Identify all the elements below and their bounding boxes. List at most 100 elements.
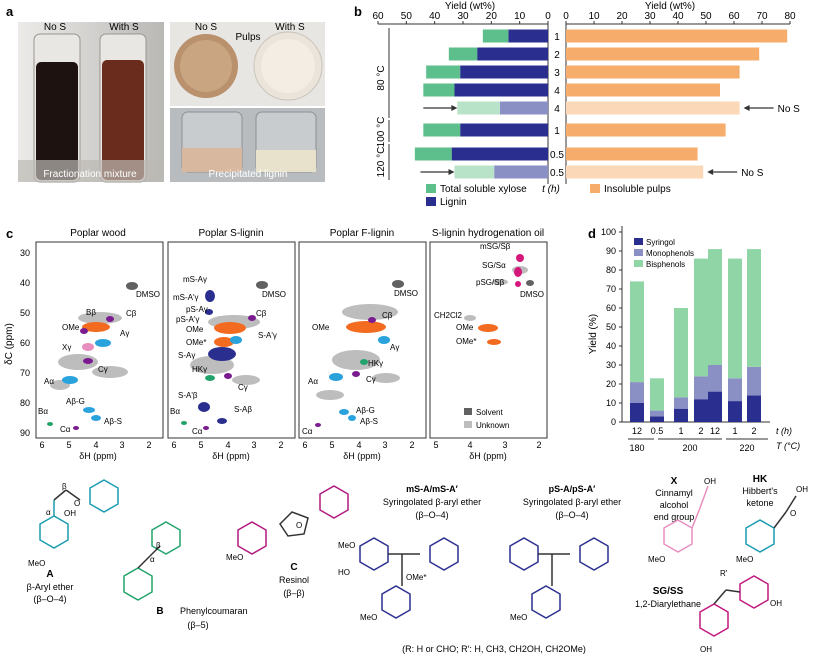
chart-d-bar-segment xyxy=(708,391,722,422)
chart-d-y-tick-label: 60 xyxy=(606,303,616,313)
xticks-s: 6 5 4 3 2 xyxy=(171,440,283,450)
f-lbl-hkg: HKγ xyxy=(368,359,383,368)
wood-lbl-aa: Aα xyxy=(44,377,54,386)
chart-d-bar-segment xyxy=(708,365,722,392)
wood-lbl-abs: Aβ-S xyxy=(104,417,122,426)
xtick-oil-3: 3 xyxy=(502,440,507,450)
struct-hk-letter: HK xyxy=(753,474,768,485)
nmr-frame-wood xyxy=(35,241,164,439)
ytick-50: 50 xyxy=(20,308,30,318)
chart-b-left-tick-label: 20 xyxy=(486,11,498,22)
svg-text:α: α xyxy=(150,555,155,564)
chart-b-pulp-bar xyxy=(566,165,704,179)
ytick-30: 30 xyxy=(20,248,30,258)
wood-lbl-xg: Xγ xyxy=(62,343,71,352)
pulps-title: Pulps xyxy=(235,32,260,43)
xtick-f-3: 3 xyxy=(382,440,387,450)
legend-xylose: Total soluble xylose xyxy=(440,184,527,195)
chart-b-nos-arrowhead-right xyxy=(743,105,750,111)
s-lbl-ome-star: OMe* xyxy=(186,338,206,347)
s-lbl-dmso: DMSO xyxy=(262,290,286,299)
struct-b-name: Phenylcoumaran xyxy=(180,606,248,616)
chart-b-time-label: 3 xyxy=(554,68,560,79)
chart-b-nos-label: No S xyxy=(778,104,801,115)
chart-d-x-tick-label: 1 xyxy=(732,426,737,436)
struct-x-letter: X xyxy=(671,476,678,487)
xtick-wood-6: 6 xyxy=(39,440,44,450)
chart-d-ylabel: Yield (%) xyxy=(588,314,599,354)
chart-b-left-axis-label: Yield (wt%) xyxy=(445,1,495,12)
struct-psa-link: (β–O–4) xyxy=(555,510,588,520)
wood-lbl-ag: Aγ xyxy=(120,329,129,338)
chart-b-lignin-bar xyxy=(451,147,548,161)
chart-d-bar-segment xyxy=(650,416,664,422)
chart-b-time-label: 4 xyxy=(554,86,560,97)
chart-b-right-tick-label: 60 xyxy=(728,11,740,22)
struct-a-letter: A xyxy=(46,569,53,580)
struct-b-letter: B xyxy=(156,606,163,617)
tube-label-with-s: With S xyxy=(109,22,139,33)
chart-d-x-tick-label: 2 xyxy=(751,426,756,436)
f-lbl-abs: Aβ-S xyxy=(360,417,378,426)
svg-text:OH: OH xyxy=(770,599,782,608)
temp-label-80: 80 °C xyxy=(376,65,387,90)
chart-b-xylose-bar xyxy=(448,47,478,61)
struct-c-letter: C xyxy=(290,562,297,573)
nmr-frame-s xyxy=(167,241,296,439)
structure-sg: SG/SS 1,2-Diarylethane R′ OH OH xyxy=(635,569,782,654)
svg-text:α: α xyxy=(46,508,51,517)
chart-b-left-tick-label: 0 xyxy=(545,11,551,22)
xtick-oil-4: 4 xyxy=(467,440,472,450)
nmr-title-s: Poplar S-lignin xyxy=(198,228,263,239)
s-lbl-sab: S-Aβ xyxy=(234,405,252,414)
chart-b-nos-arrowhead-left xyxy=(451,105,458,111)
nmr-yticks: 30 40 50 60 70 80 90 xyxy=(20,248,30,438)
chart-b-right-tick-label: 80 xyxy=(784,11,796,22)
f-lbl-cg: Cγ xyxy=(366,375,376,384)
chart-b-xylose-bar xyxy=(426,65,461,79)
nmr-peaks-oil xyxy=(464,254,534,345)
chart-d-bar-segment xyxy=(674,308,688,398)
f-lbl-dmso: DMSO xyxy=(394,289,418,298)
chart-d-x-tick-label: 12 xyxy=(632,426,642,436)
struct-msa-name: Syringolated β-aryl ether xyxy=(383,497,481,507)
legend-xylose-swatch xyxy=(426,184,436,193)
chart-b-left-tick-label: 60 xyxy=(372,11,384,22)
structure-b: α β B Phenylcoumaran (β–5) xyxy=(123,521,248,630)
chart-b-lignin-bar xyxy=(494,165,548,179)
struct-hk-name1: Hibbert's xyxy=(742,486,778,496)
temp-200: 200 xyxy=(682,443,697,453)
svg-text:MeO: MeO xyxy=(28,559,45,568)
wood-lbl-dmso: DMSO xyxy=(136,290,160,299)
chart-b-time-label: 1 xyxy=(554,126,560,137)
chart-d-y-tick-label: 50 xyxy=(606,322,616,332)
temp-label-100: 100 °C xyxy=(376,117,387,148)
chart-d-bar-segment xyxy=(630,281,644,383)
xtick-f-4: 4 xyxy=(356,440,361,450)
chart-d-bar-segment xyxy=(674,397,688,409)
chart-d-xlabel: t (h) xyxy=(776,426,792,436)
s-lbl-psag: pS-Aγ xyxy=(186,305,208,314)
chart-d-bar-segment xyxy=(747,249,761,367)
chart-d-y-tick-label: 20 xyxy=(606,379,616,389)
chart-b-lignin-bar xyxy=(499,101,548,115)
svg-text:MeO: MeO xyxy=(736,555,753,564)
struct-hk-name2: ketone xyxy=(746,498,773,508)
wood-lbl-ome: OMe xyxy=(62,323,80,332)
chart-d-bar-segment xyxy=(630,403,644,422)
chart-d-bar-segment xyxy=(630,382,644,403)
chart-d-bar-segment xyxy=(694,258,708,377)
oil-lbl-ch2cl2: CH2Cl2 xyxy=(434,311,463,320)
chart-d-bar-segment xyxy=(728,258,742,379)
legend-monophenols-swatch xyxy=(634,249,643,256)
chart-b-time-label: 0.5 xyxy=(550,150,564,161)
xlabel-oil: δH (ppm) xyxy=(469,451,507,461)
struct-msa-link: (β–O–4) xyxy=(415,510,448,520)
xtick-s-2: 2 xyxy=(278,440,283,450)
s-lbl-ca: Cα xyxy=(192,427,203,436)
photo-pulps: No S With S Pulps xyxy=(170,22,325,106)
xtick-s-5: 5 xyxy=(198,440,203,450)
chart-b-pulp-bar xyxy=(566,29,788,43)
chart-b-pulp-bar xyxy=(566,83,720,97)
svg-text:β: β xyxy=(62,482,67,491)
